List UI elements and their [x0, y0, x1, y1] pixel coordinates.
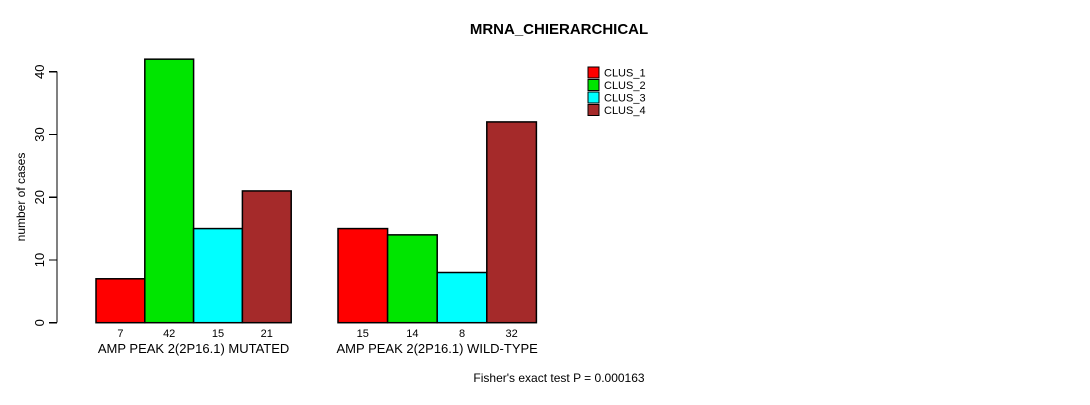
- bars: [95, 58, 538, 324]
- bar-clus_2-group2: [386, 234, 438, 324]
- bar-value-labels: 7 42 15 21 15 14 8 32: [117, 328, 517, 340]
- y-tick-label: 10: [32, 253, 47, 267]
- bar-clus_1-group1: [95, 278, 146, 324]
- chart-title: MRNA_CHIERARCHICAL: [470, 21, 648, 38]
- bar-value-label: 8: [459, 328, 465, 340]
- y-tick-label: 20: [32, 190, 47, 204]
- bar-clus_3-group1: [192, 227, 244, 324]
- bar-clus_4-group1: [241, 190, 292, 324]
- bar-value-label: 15: [357, 328, 369, 340]
- y-tick-label: 0: [32, 319, 47, 326]
- group-label-wild-type: AMP PEAK 2(2P16.1) WILD-TYPE: [337, 341, 539, 356]
- bar-clus_4-group2: [486, 121, 538, 324]
- y-tick-label: 30: [32, 127, 47, 141]
- bar-value-label: 42: [163, 328, 175, 340]
- bar-value-label: 32: [505, 328, 517, 340]
- legend-swatch-clus-2: [587, 79, 600, 91]
- legend-swatch-clus-4: [587, 104, 600, 116]
- bar-clus_3-group2: [436, 271, 488, 324]
- bar-value-label: 14: [406, 328, 418, 340]
- fisher-test-annotation: Fisher's exact test P = 0.000163: [473, 371, 644, 385]
- bar-value-label: 21: [261, 328, 273, 340]
- legend-label-clus-2: CLUS_2: [604, 80, 646, 92]
- legend-label-clus-1: CLUS_1: [604, 68, 646, 80]
- bar-value-label: 15: [212, 328, 224, 340]
- y-tick-label: 40: [32, 64, 47, 78]
- bar-clus_2-group1: [144, 58, 195, 324]
- group-label-mutated: AMP PEAK 2(2P16.1) MUTATED: [98, 341, 289, 356]
- y-axis-ticks: 0 10 20 30 40: [32, 64, 57, 326]
- bar-value-label: 7: [117, 328, 123, 340]
- legend: CLUS_1 CLUS_2 CLUS_3 CLUS_4: [587, 66, 646, 117]
- bar-clus_1-group2: [337, 227, 389, 324]
- legend-swatch-clus-3: [587, 91, 600, 104]
- legend-label-clus-3: CLUS_3: [604, 93, 646, 105]
- y-axis-label: number of cases: [14, 153, 28, 242]
- legend-label-clus-4: CLUS_4: [604, 105, 646, 117]
- legend-swatch-clus-1: [587, 66, 600, 79]
